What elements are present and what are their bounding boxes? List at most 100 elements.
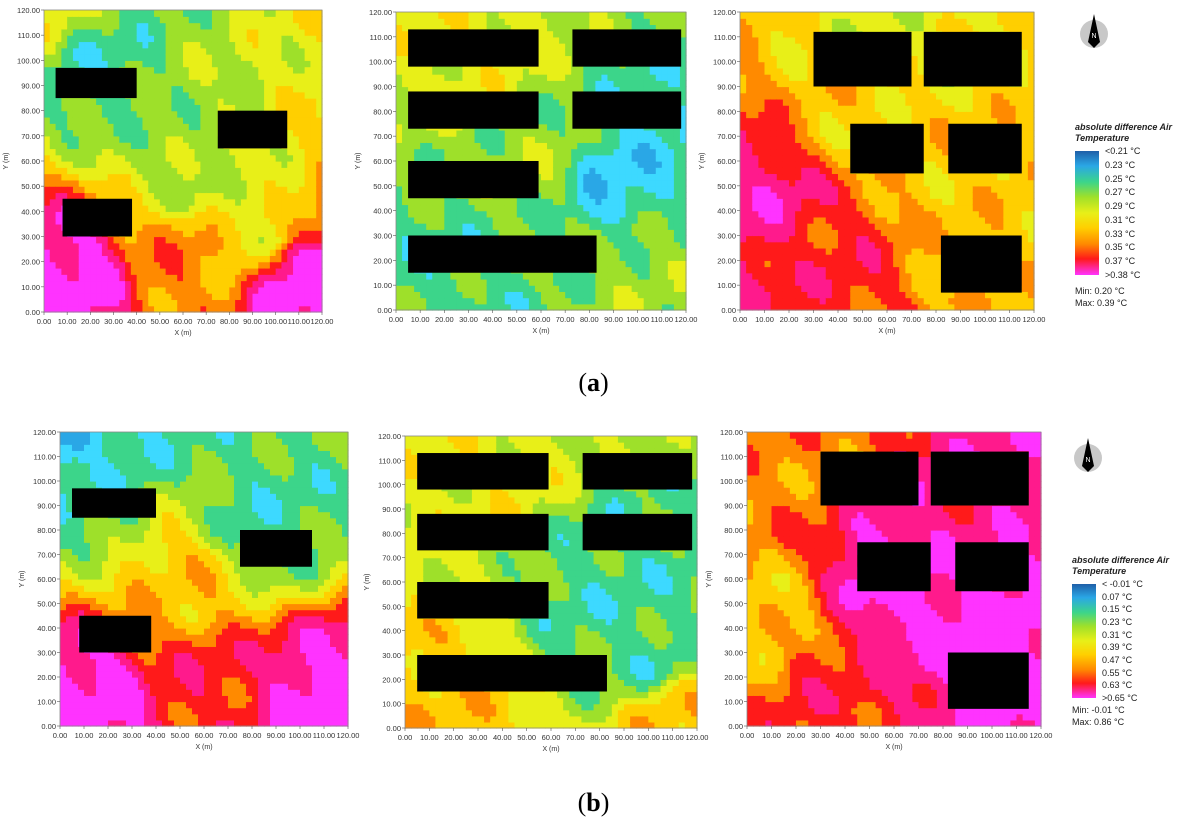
heatmap-cell <box>229 179 236 187</box>
heatmap-cell <box>764 216 772 224</box>
heatmap-cell <box>101 186 109 194</box>
heatmap-cell <box>211 148 219 156</box>
heatmap-cell <box>211 110 219 118</box>
heatmap-cell <box>607 136 615 143</box>
heatmap-cell <box>165 79 173 87</box>
heatmap-cell <box>200 242 207 250</box>
heatmap-cell <box>183 10 190 17</box>
heatmap-cell <box>61 261 68 269</box>
heatmap-cell <box>72 280 80 288</box>
heatmap-cell <box>96 192 103 200</box>
heatmap-cell <box>631 142 639 150</box>
heatmap-cell <box>643 173 651 181</box>
heatmap-cell <box>252 267 259 275</box>
heatmap-cell <box>96 16 103 24</box>
heatmap-cell <box>130 286 138 294</box>
heatmap-cell <box>252 104 259 112</box>
heatmap-cell <box>125 179 132 187</box>
heatmap-cell <box>510 285 518 292</box>
heatmap-cell <box>84 123 91 131</box>
heatmap-cell <box>211 79 219 87</box>
heatmap-cell <box>438 129 445 137</box>
heatmap-cell <box>541 303 548 311</box>
heatmap-cell <box>72 135 80 143</box>
heatmap-cell <box>601 291 609 299</box>
heatmap-cell <box>316 91 323 99</box>
heatmap-cell <box>44 154 51 162</box>
heatmap-cell <box>310 10 317 17</box>
heatmap-cell <box>67 242 74 250</box>
heatmap-cell <box>631 179 639 187</box>
heatmap-cell <box>541 92 548 100</box>
heatmap-cell <box>246 98 254 105</box>
heatmap-cell <box>583 129 590 137</box>
heatmap-cell <box>217 286 225 294</box>
heatmap-cell <box>752 105 759 112</box>
heatmap-cell <box>90 129 97 137</box>
heatmap-cell <box>655 129 663 137</box>
heatmap-cell <box>408 136 415 143</box>
heatmap-cell <box>764 185 772 193</box>
heatmap-cell <box>625 285 633 292</box>
heatmap-cell <box>414 154 421 162</box>
heatmap-cell <box>486 285 494 292</box>
heatmap-cell <box>595 266 603 274</box>
heatmap-cell <box>171 116 178 124</box>
heatmap-cell <box>559 92 566 100</box>
heatmap-cell <box>746 216 753 224</box>
heatmap-cell <box>177 35 184 43</box>
heatmap-cell <box>78 186 86 194</box>
heatmap-cell <box>764 247 772 255</box>
heatmap-cell <box>601 154 609 162</box>
heatmap-cell <box>159 198 167 206</box>
heatmap-cell <box>559 285 566 292</box>
heatmap-cell <box>206 255 213 263</box>
heatmap-cell <box>240 41 248 49</box>
heatmap-cell <box>613 154 621 162</box>
heatmap-cell <box>752 297 759 305</box>
heatmap-cell <box>107 186 115 194</box>
heatmap-cell <box>159 66 167 74</box>
heatmap-cell <box>194 217 201 225</box>
heatmap-cell <box>607 229 615 237</box>
heatmap-cell <box>492 154 500 162</box>
heatmap-cell <box>456 210 464 218</box>
heatmap-cell <box>298 211 306 219</box>
heatmap-cell <box>553 111 560 119</box>
heatmap-cell <box>619 247 627 255</box>
heatmap-cell <box>468 198 476 206</box>
heatmap-cell <box>211 47 219 55</box>
heatmap-cell <box>281 167 288 175</box>
heatmap-cell <box>553 92 560 100</box>
heatmap-cell <box>229 198 236 206</box>
heatmap-cell <box>90 173 97 181</box>
heatmap-cell <box>293 286 300 294</box>
heatmap-cell <box>631 291 639 299</box>
heatmap-cell <box>217 186 225 194</box>
heatmap-cell <box>298 154 306 162</box>
heatmap-cell <box>298 41 306 49</box>
heatmap-cell <box>61 135 68 143</box>
heatmap-cell <box>316 41 323 49</box>
heatmap-cell <box>679 204 687 212</box>
heatmap-cell <box>649 272 657 280</box>
heatmap-cell <box>577 210 584 218</box>
heatmap-cell <box>450 223 458 230</box>
heatmap-cell <box>78 35 86 43</box>
heatmap-cell <box>206 186 213 194</box>
heatmap-cell <box>107 104 115 112</box>
heatmap-cell <box>601 210 609 218</box>
heatmap-cell <box>194 280 201 288</box>
heatmap-cell <box>396 111 403 119</box>
heatmap-cell <box>188 129 196 137</box>
heatmap-cell <box>625 136 633 143</box>
heatmap-cell <box>148 299 155 307</box>
heatmap-cell <box>269 16 277 24</box>
heatmap-cell <box>165 274 173 282</box>
heatmap-cell <box>673 12 681 19</box>
heatmap-cell <box>269 148 277 156</box>
heatmap-cell <box>625 18 633 26</box>
heatmap-cell <box>601 12 609 19</box>
heatmap-cell <box>595 179 603 187</box>
heatmap-cell <box>55 16 62 24</box>
